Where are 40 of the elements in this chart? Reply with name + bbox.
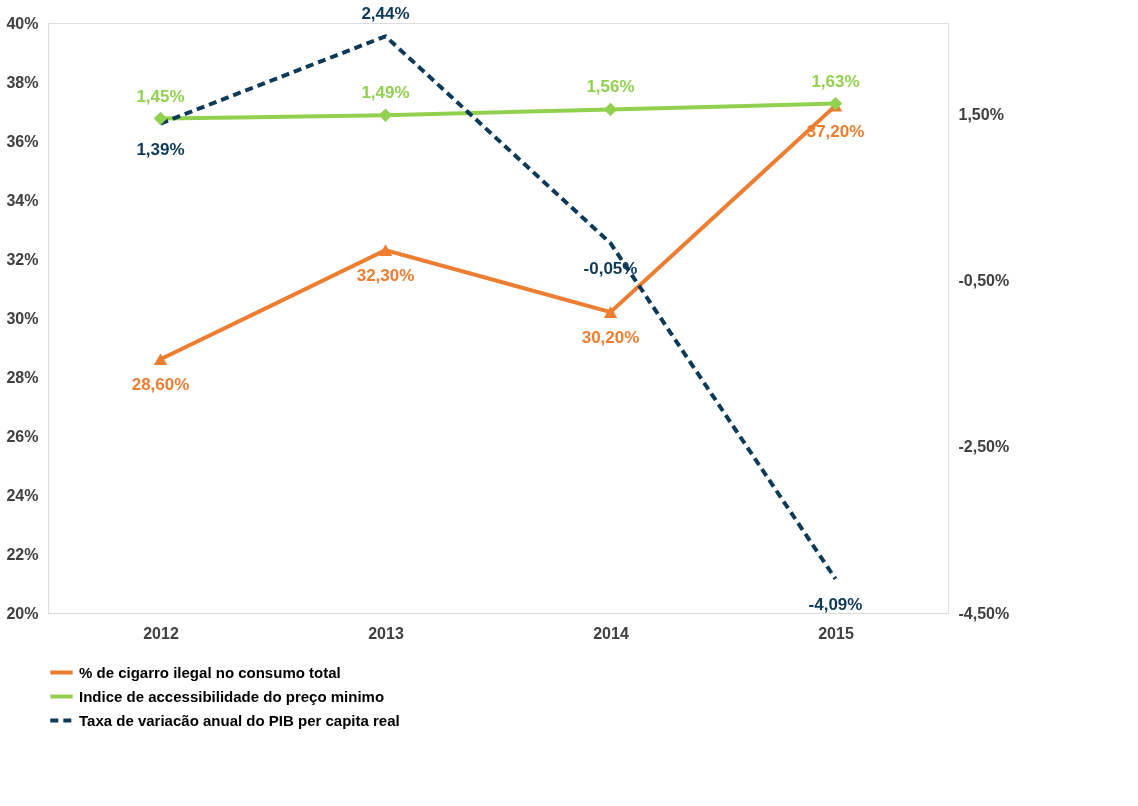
data-label: -4,09% [808, 594, 863, 614]
y2-tick-label: -2,50% [958, 438, 1010, 456]
data-label: 28,60% [131, 375, 190, 395]
y-tick-label: 28% [6, 368, 39, 386]
data-label: 37,20% [806, 121, 865, 141]
point [378, 244, 393, 256]
y-tick-label: 34% [6, 191, 39, 209]
y-tick-label: 22% [6, 545, 39, 563]
point [153, 353, 168, 366]
y-tick-label: 36% [6, 132, 39, 150]
x-tick-label: 2015 [818, 624, 854, 642]
y2-tick-label: -4,50% [958, 604, 1010, 622]
y-tick-label: 26% [6, 427, 39, 445]
legend-label: Indice de accessibilidade do preço minimo [79, 687, 385, 705]
data-label: 2,44% [361, 4, 410, 24]
point [153, 111, 168, 126]
y-tick-label: 38% [6, 73, 39, 91]
point [378, 108, 393, 122]
data-label: 1,56% [586, 77, 635, 97]
legend-label: % de cigarro ilegal no consumo total [79, 663, 341, 681]
x-tick-label: 2013 [368, 624, 404, 642]
y-tick-label: 40% [6, 14, 39, 32]
x-tick-label: 2014 [593, 624, 629, 642]
point [603, 306, 618, 318]
data-label: 32,30% [356, 266, 415, 286]
data-label: -0,05% [583, 259, 638, 279]
y2-tick-label: 1,50% [958, 105, 1004, 123]
y-tick-label: 32% [6, 250, 39, 268]
legend-label: Taxa de variacão anual do PIB per capita real [79, 711, 400, 729]
data-label: 30,20% [581, 328, 640, 348]
y2-tick-label: -0,50% [958, 272, 1010, 290]
data-label: 1,39% [136, 139, 185, 159]
data-label: 1,63% [811, 71, 860, 91]
y-tick-label: 30% [6, 309, 39, 327]
data-label: 1,45% [136, 86, 185, 106]
y-tick-label: 24% [6, 486, 39, 504]
x-tick-label: 2012 [143, 624, 179, 642]
point [603, 102, 618, 117]
data-label: 1,49% [361, 83, 410, 103]
y-tick-label: 20% [6, 604, 39, 622]
